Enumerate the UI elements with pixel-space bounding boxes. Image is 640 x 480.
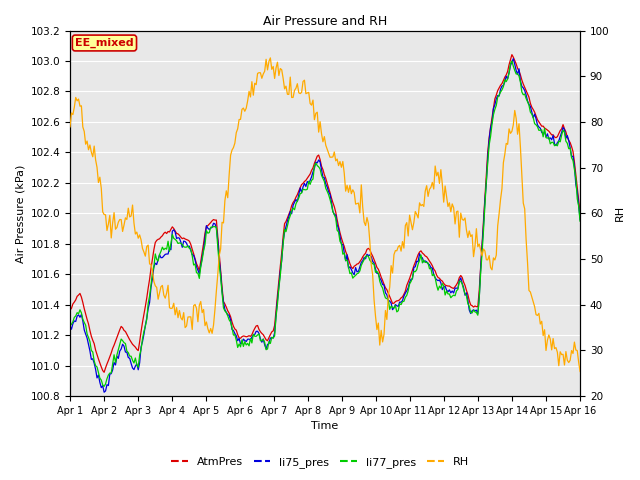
Y-axis label: Air Pressure (kPa): Air Pressure (kPa) xyxy=(15,164,25,263)
Text: EE_mixed: EE_mixed xyxy=(75,38,134,48)
Legend: AtmPres, li75_pres, li77_pres, RH: AtmPres, li75_pres, li77_pres, RH xyxy=(166,452,474,472)
Title: Air Pressure and RH: Air Pressure and RH xyxy=(263,15,387,28)
X-axis label: Time: Time xyxy=(312,421,339,432)
Y-axis label: RH: RH xyxy=(615,205,625,221)
